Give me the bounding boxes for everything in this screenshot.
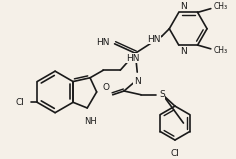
Text: S: S — [159, 90, 165, 99]
Text: N: N — [134, 77, 141, 86]
Text: NH: NH — [84, 117, 97, 126]
Text: Cl: Cl — [171, 149, 179, 159]
Text: N: N — [180, 47, 186, 56]
Text: HN: HN — [96, 38, 110, 47]
Text: O: O — [103, 83, 110, 92]
Text: HN: HN — [147, 35, 160, 44]
Text: HN: HN — [126, 54, 139, 63]
Text: CH₃: CH₃ — [214, 2, 228, 11]
Text: N: N — [180, 1, 186, 10]
Text: Cl: Cl — [15, 98, 24, 107]
Text: CH₃: CH₃ — [214, 46, 228, 55]
